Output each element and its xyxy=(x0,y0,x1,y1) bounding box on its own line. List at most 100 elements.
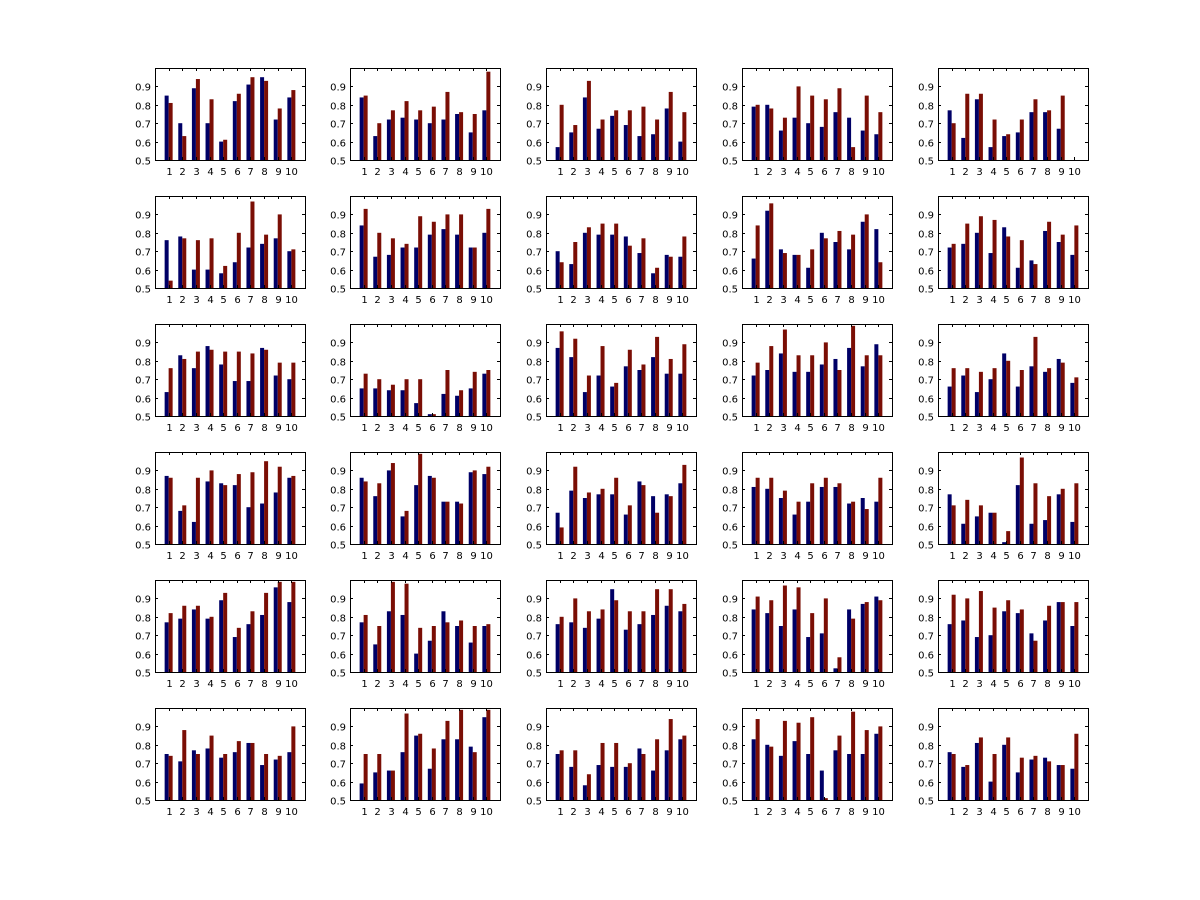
y-tick-label: 0.6 xyxy=(526,267,542,278)
y-tick-label: 0.5 xyxy=(330,285,346,296)
bar-series-1 xyxy=(1056,494,1061,544)
bar-series-1 xyxy=(373,388,378,416)
bar-series-2 xyxy=(404,379,409,416)
x-tick-label: 7 xyxy=(1030,807,1036,818)
bar-series-1 xyxy=(833,242,838,288)
x-tick-label: 3 xyxy=(193,167,199,178)
bar-series-1 xyxy=(847,347,852,416)
bar-series-1 xyxy=(961,375,966,416)
bar-series-2 xyxy=(755,225,760,288)
y-tick-label: 0.7 xyxy=(526,120,542,131)
y-tick-label: 0.7 xyxy=(722,248,738,259)
x-tick-label: 2 xyxy=(766,551,772,562)
bar-series-1 xyxy=(414,485,419,544)
bar-series-1 xyxy=(232,637,237,672)
x-tick-label: 2 xyxy=(179,423,185,434)
bar-series-1 xyxy=(947,386,952,416)
x-tick-label: 1 xyxy=(557,295,563,306)
bar-series-2 xyxy=(641,485,646,544)
bar-series-2 xyxy=(291,90,296,160)
x-tick-label: 6 xyxy=(1017,807,1023,818)
y-tick-label: 0.5 xyxy=(330,413,346,424)
subplot-4: 0.5 0.6 0.7 0.8 0.9 1 2 3 4 5 6 7 8 9 10 xyxy=(722,68,893,178)
x-tick-label: 8 xyxy=(456,423,462,434)
x-tick-label: 8 xyxy=(652,295,658,306)
bar-series-2 xyxy=(600,119,605,160)
x-tick-label: 2 xyxy=(374,167,380,178)
x-tick-label: 1 xyxy=(557,679,563,690)
x-tick-label: 8 xyxy=(456,679,462,690)
bar-series-1 xyxy=(178,355,183,416)
bar-series-2 xyxy=(810,355,815,416)
bar-series-1 xyxy=(596,128,601,160)
bar-series-1 xyxy=(874,501,879,544)
bar-series-1 xyxy=(1015,132,1020,160)
bar-series-1 xyxy=(833,750,838,800)
bar-series-1 xyxy=(833,486,838,544)
y-tick-label: 0.6 xyxy=(330,139,346,150)
bar-series-2 xyxy=(236,741,241,800)
x-tick-label: 3 xyxy=(193,423,199,434)
bar-series-2 xyxy=(195,754,200,800)
bar-series-2 xyxy=(641,754,646,800)
bar-series-1 xyxy=(468,132,473,160)
bar-series-1 xyxy=(482,626,487,672)
bar-series-1 xyxy=(287,97,292,160)
x-tick-label: 8 xyxy=(261,423,267,434)
x-tick-label: 2 xyxy=(570,679,576,690)
x-tick-label: 7 xyxy=(834,423,840,434)
bar-series-1 xyxy=(287,477,292,544)
bar-series-2 xyxy=(390,463,395,544)
bar-series-2 xyxy=(418,627,423,672)
bar-series-2 xyxy=(1019,757,1024,800)
bar-series-1 xyxy=(988,379,993,416)
x-tick-label: 6 xyxy=(821,423,827,434)
y-tick-label: 0.9 xyxy=(722,595,738,606)
y-tick-label: 0.7 xyxy=(135,376,151,387)
bar-series-2 xyxy=(627,110,632,160)
x-tick-label: 3 xyxy=(193,295,199,306)
bar-series-2 xyxy=(445,91,450,160)
x-tick-label: 4 xyxy=(598,295,604,306)
x-tick-label: 8 xyxy=(1044,807,1050,818)
bar-series-1 xyxy=(1070,768,1075,800)
bar-series-2 xyxy=(992,512,997,544)
x-tick-label: 6 xyxy=(429,423,435,434)
bar-series-2 xyxy=(951,754,956,800)
y-tick-label: 0.6 xyxy=(135,139,151,150)
bar-series-1 xyxy=(1002,744,1007,800)
bar-series-1 xyxy=(273,492,278,544)
bar-series-2 xyxy=(1047,761,1052,800)
bar-series-1 xyxy=(765,488,770,544)
bar-series-2 xyxy=(668,358,673,416)
x-tick-label: 7 xyxy=(834,679,840,690)
x-tick-label: 10 xyxy=(676,423,689,434)
bar-series-1 xyxy=(988,512,993,544)
x-tick-label: 2 xyxy=(962,679,968,690)
bar-series-2 xyxy=(431,221,436,288)
x-tick-label: 8 xyxy=(848,423,854,434)
bar-series-2 xyxy=(182,238,187,288)
bar-series-2 xyxy=(978,737,983,800)
bar-series-2 xyxy=(1019,119,1024,160)
x-tick-label: 1 xyxy=(361,167,367,178)
y-tick-label: 0.6 xyxy=(722,651,738,662)
bar-series-2 xyxy=(1033,755,1038,800)
x-tick-label: 4 xyxy=(207,295,213,306)
y-tick-label: 0.7 xyxy=(526,504,542,515)
y-tick-label: 0.5 xyxy=(135,157,151,168)
y-tick-label: 0.9 xyxy=(722,467,738,478)
bar-series-1 xyxy=(273,119,278,160)
bar-series-1 xyxy=(664,750,669,800)
bar-series-1 xyxy=(205,123,210,160)
bar-series-2 xyxy=(168,755,173,800)
bar-series-2 xyxy=(1060,488,1065,544)
bar-series-2 xyxy=(965,93,970,160)
bar-series-1 xyxy=(191,88,196,160)
x-tick-label: 5 xyxy=(220,679,226,690)
bar-series-1 xyxy=(455,234,460,288)
bar-series-1 xyxy=(386,390,391,416)
bar-series-2 xyxy=(277,581,282,672)
x-tick-label: 8 xyxy=(1044,679,1050,690)
x-tick-label: 5 xyxy=(1003,551,1009,562)
